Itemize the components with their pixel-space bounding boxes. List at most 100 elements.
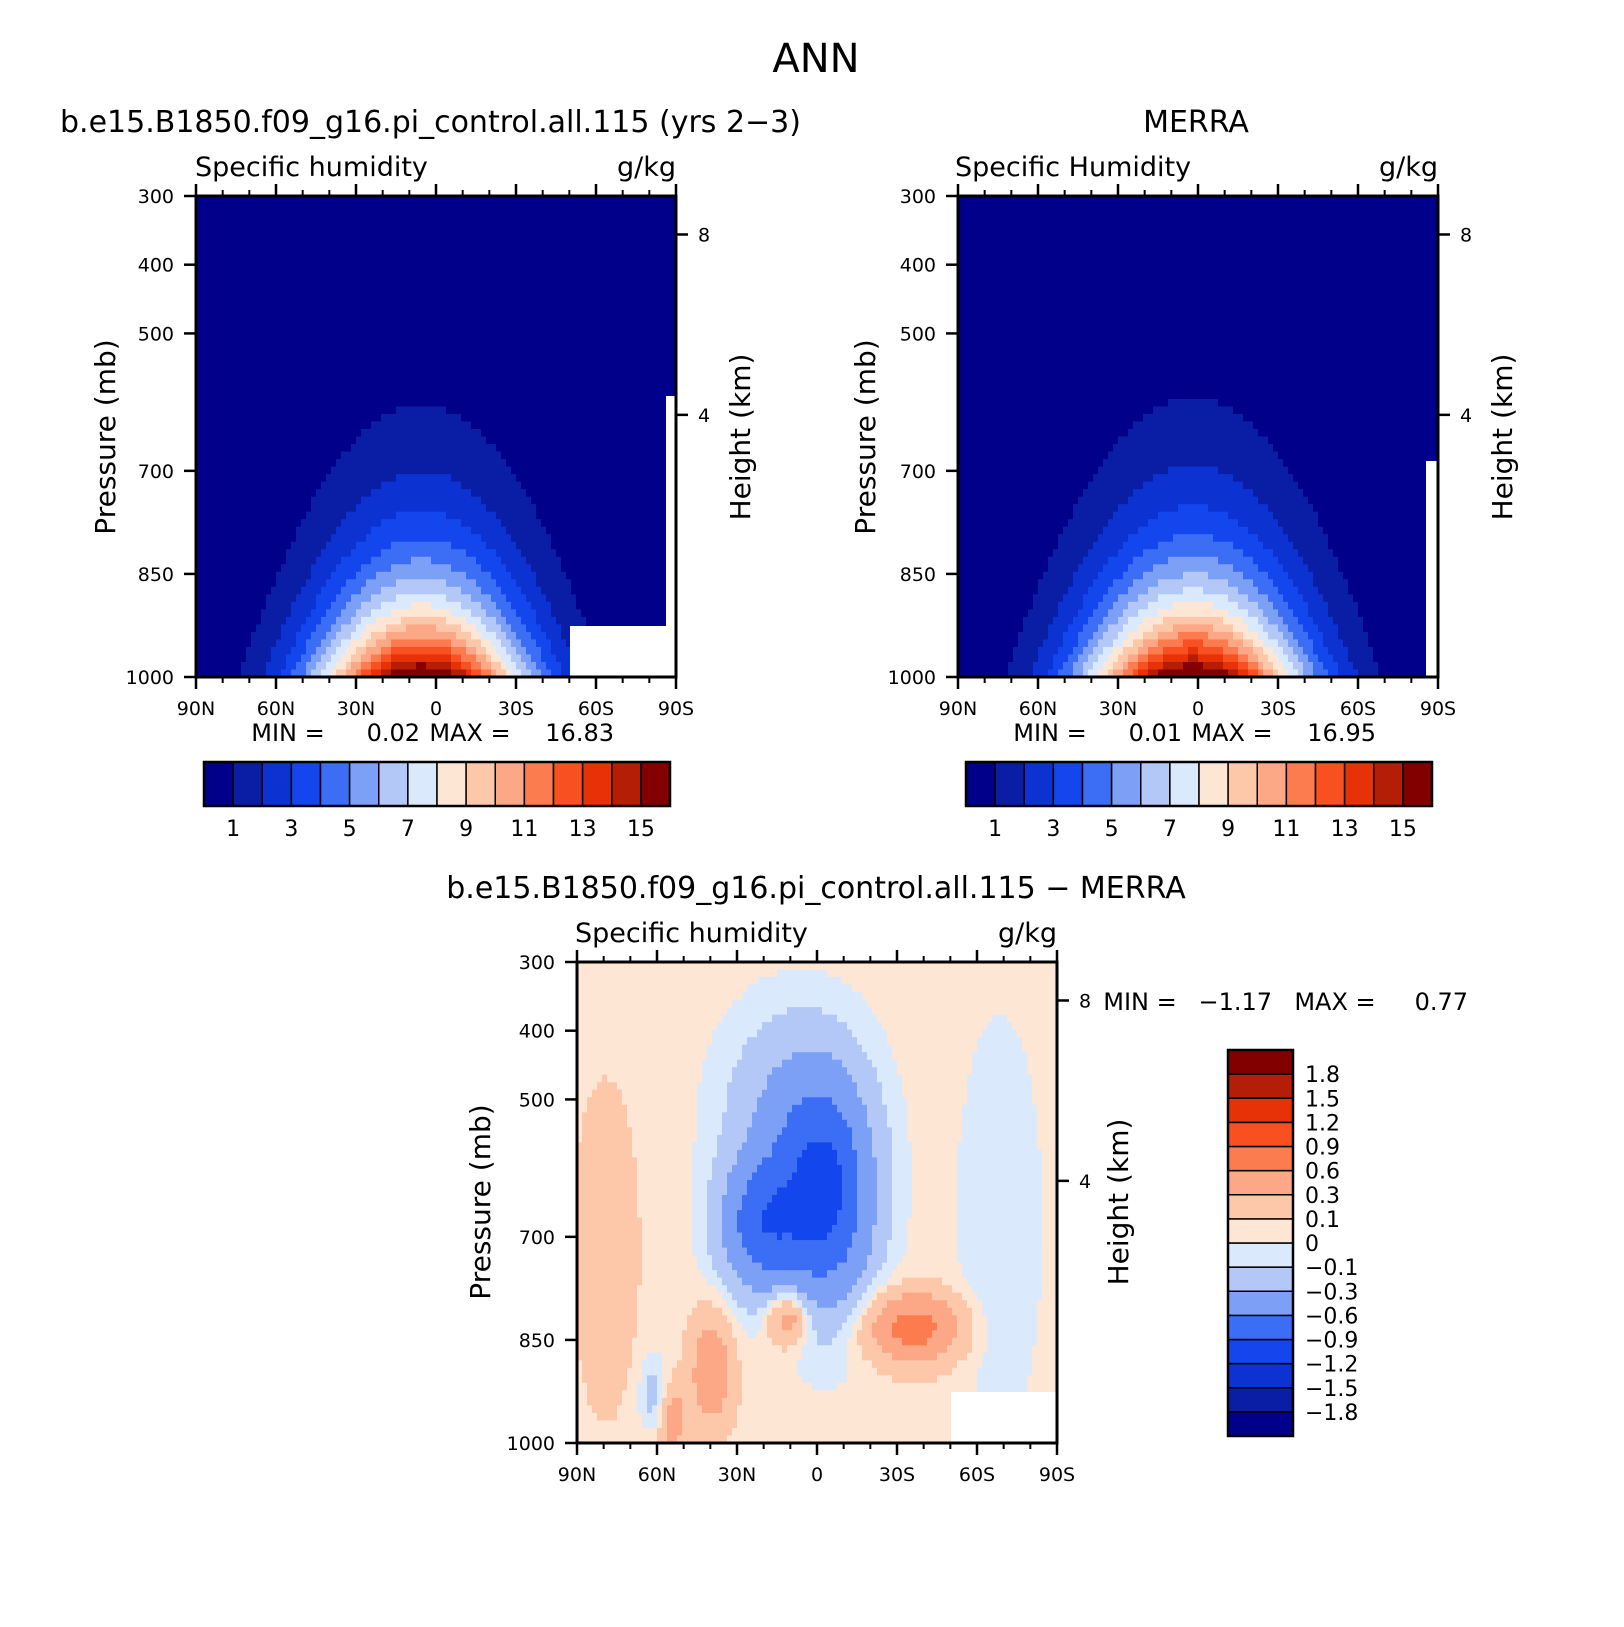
contour-cell [361,654,372,663]
contour-cell [682,1345,698,1354]
contour-cell [657,1382,663,1391]
contour-cell [852,1127,873,1136]
contour-cell [972,1285,1043,1294]
contour-cell [1133,639,1144,648]
contour-cell [196,549,287,558]
contour-cell [1298,654,1309,663]
contour-cell [1363,616,1438,625]
contour-cell [306,669,312,677]
contour-cell [722,1014,773,1023]
contour-cell [1007,1014,1057,1023]
contour-cell [837,1382,978,1391]
contour-cell [1068,519,1109,528]
contour-cell [1348,654,1374,663]
contour-cell [476,654,487,663]
contour-cell [912,1157,958,1166]
contour-cell [1022,1037,1057,1046]
colorbar-label: −0.9 [1305,1329,1358,1354]
contour-cell [396,594,447,603]
contour-cell [937,1375,978,1384]
contour-cell [291,646,307,656]
contour-cell [782,1345,788,1354]
contour-cell [1088,654,1099,663]
contour-cell [797,1367,848,1376]
contour-cell [1133,421,1254,430]
contour-cell [762,1225,833,1234]
contour-cell [1263,609,1279,618]
contour-cell [1338,631,1369,641]
contour-cell [1027,1052,1057,1061]
contour-cell [617,1405,638,1414]
contour-cell [877,1202,893,1211]
contour-cell [958,218,1438,227]
contour-cell [782,1127,853,1136]
contour-cell [486,609,502,618]
contour-cell [556,654,572,663]
contour-cell [1258,631,1269,641]
contour-cell [1123,609,1139,618]
contour-cell [1083,594,1104,603]
contour-cell [957,1232,1043,1241]
panel-obs-units: g/kg [1379,152,1438,183]
contour-cell [281,564,312,573]
contour-cell [1358,609,1438,618]
contour-cell [1128,631,1144,641]
contour-cell [371,594,397,603]
contour-cell [747,1134,778,1143]
contour-cell [411,601,432,610]
contour-cell [1042,1232,1057,1241]
contour-cell [1148,646,1164,656]
contour-cell [1153,624,1174,633]
contour-cell [622,1089,698,1098]
contour-cell [571,579,676,588]
contour-cell [1042,1285,1057,1294]
colorbar-label: 1 [988,817,1002,842]
contour-cell [336,526,372,535]
contour-cell [577,1232,643,1241]
contour-cell [536,639,552,648]
contour-cell [506,459,676,468]
contour-cell [857,1187,878,1196]
contour-cell [802,1307,808,1316]
contour-cell [566,571,676,580]
contour-cell [692,1232,708,1241]
contour-cell [196,301,676,310]
contour-cell [657,1405,663,1414]
contour-cell [727,1179,748,1189]
contour-cell [196,263,676,272]
contour-cell [902,1089,968,1098]
contour-cell [451,661,462,671]
contour-cell [777,969,828,978]
contour-cell [301,586,322,595]
contour-cell [196,556,287,565]
contour-cell [1128,496,1259,505]
contour-cell [692,1149,718,1159]
contour-cell [577,1225,643,1234]
contour-cell [892,1225,908,1234]
contour-cell [647,1382,658,1391]
contour-cell [271,646,292,656]
contour-cell [196,511,307,520]
contour-cell [351,661,362,671]
contour-cell [1273,579,1294,588]
contour-cell [927,1337,953,1346]
contour-cell [577,1104,588,1113]
contour-cell [501,451,676,460]
contour-cell [958,226,1438,235]
contour-cell [577,1217,643,1226]
contour-cell [1313,646,1329,656]
contour-cell [551,541,676,550]
contour-cell [622,1390,638,1399]
contour-cell [1073,646,1084,656]
contour-cell [892,1232,908,1241]
contour-cell [361,616,377,625]
contour-cell [321,481,382,490]
contour-cell [862,992,1057,1001]
contour-cell [536,609,552,618]
contour-cell [727,1104,758,1113]
contour-cell [577,1345,633,1354]
contour-cell [1248,624,1264,633]
contour-cell [877,1210,893,1219]
contour-cell [577,1285,638,1294]
contour-cell [511,534,552,543]
